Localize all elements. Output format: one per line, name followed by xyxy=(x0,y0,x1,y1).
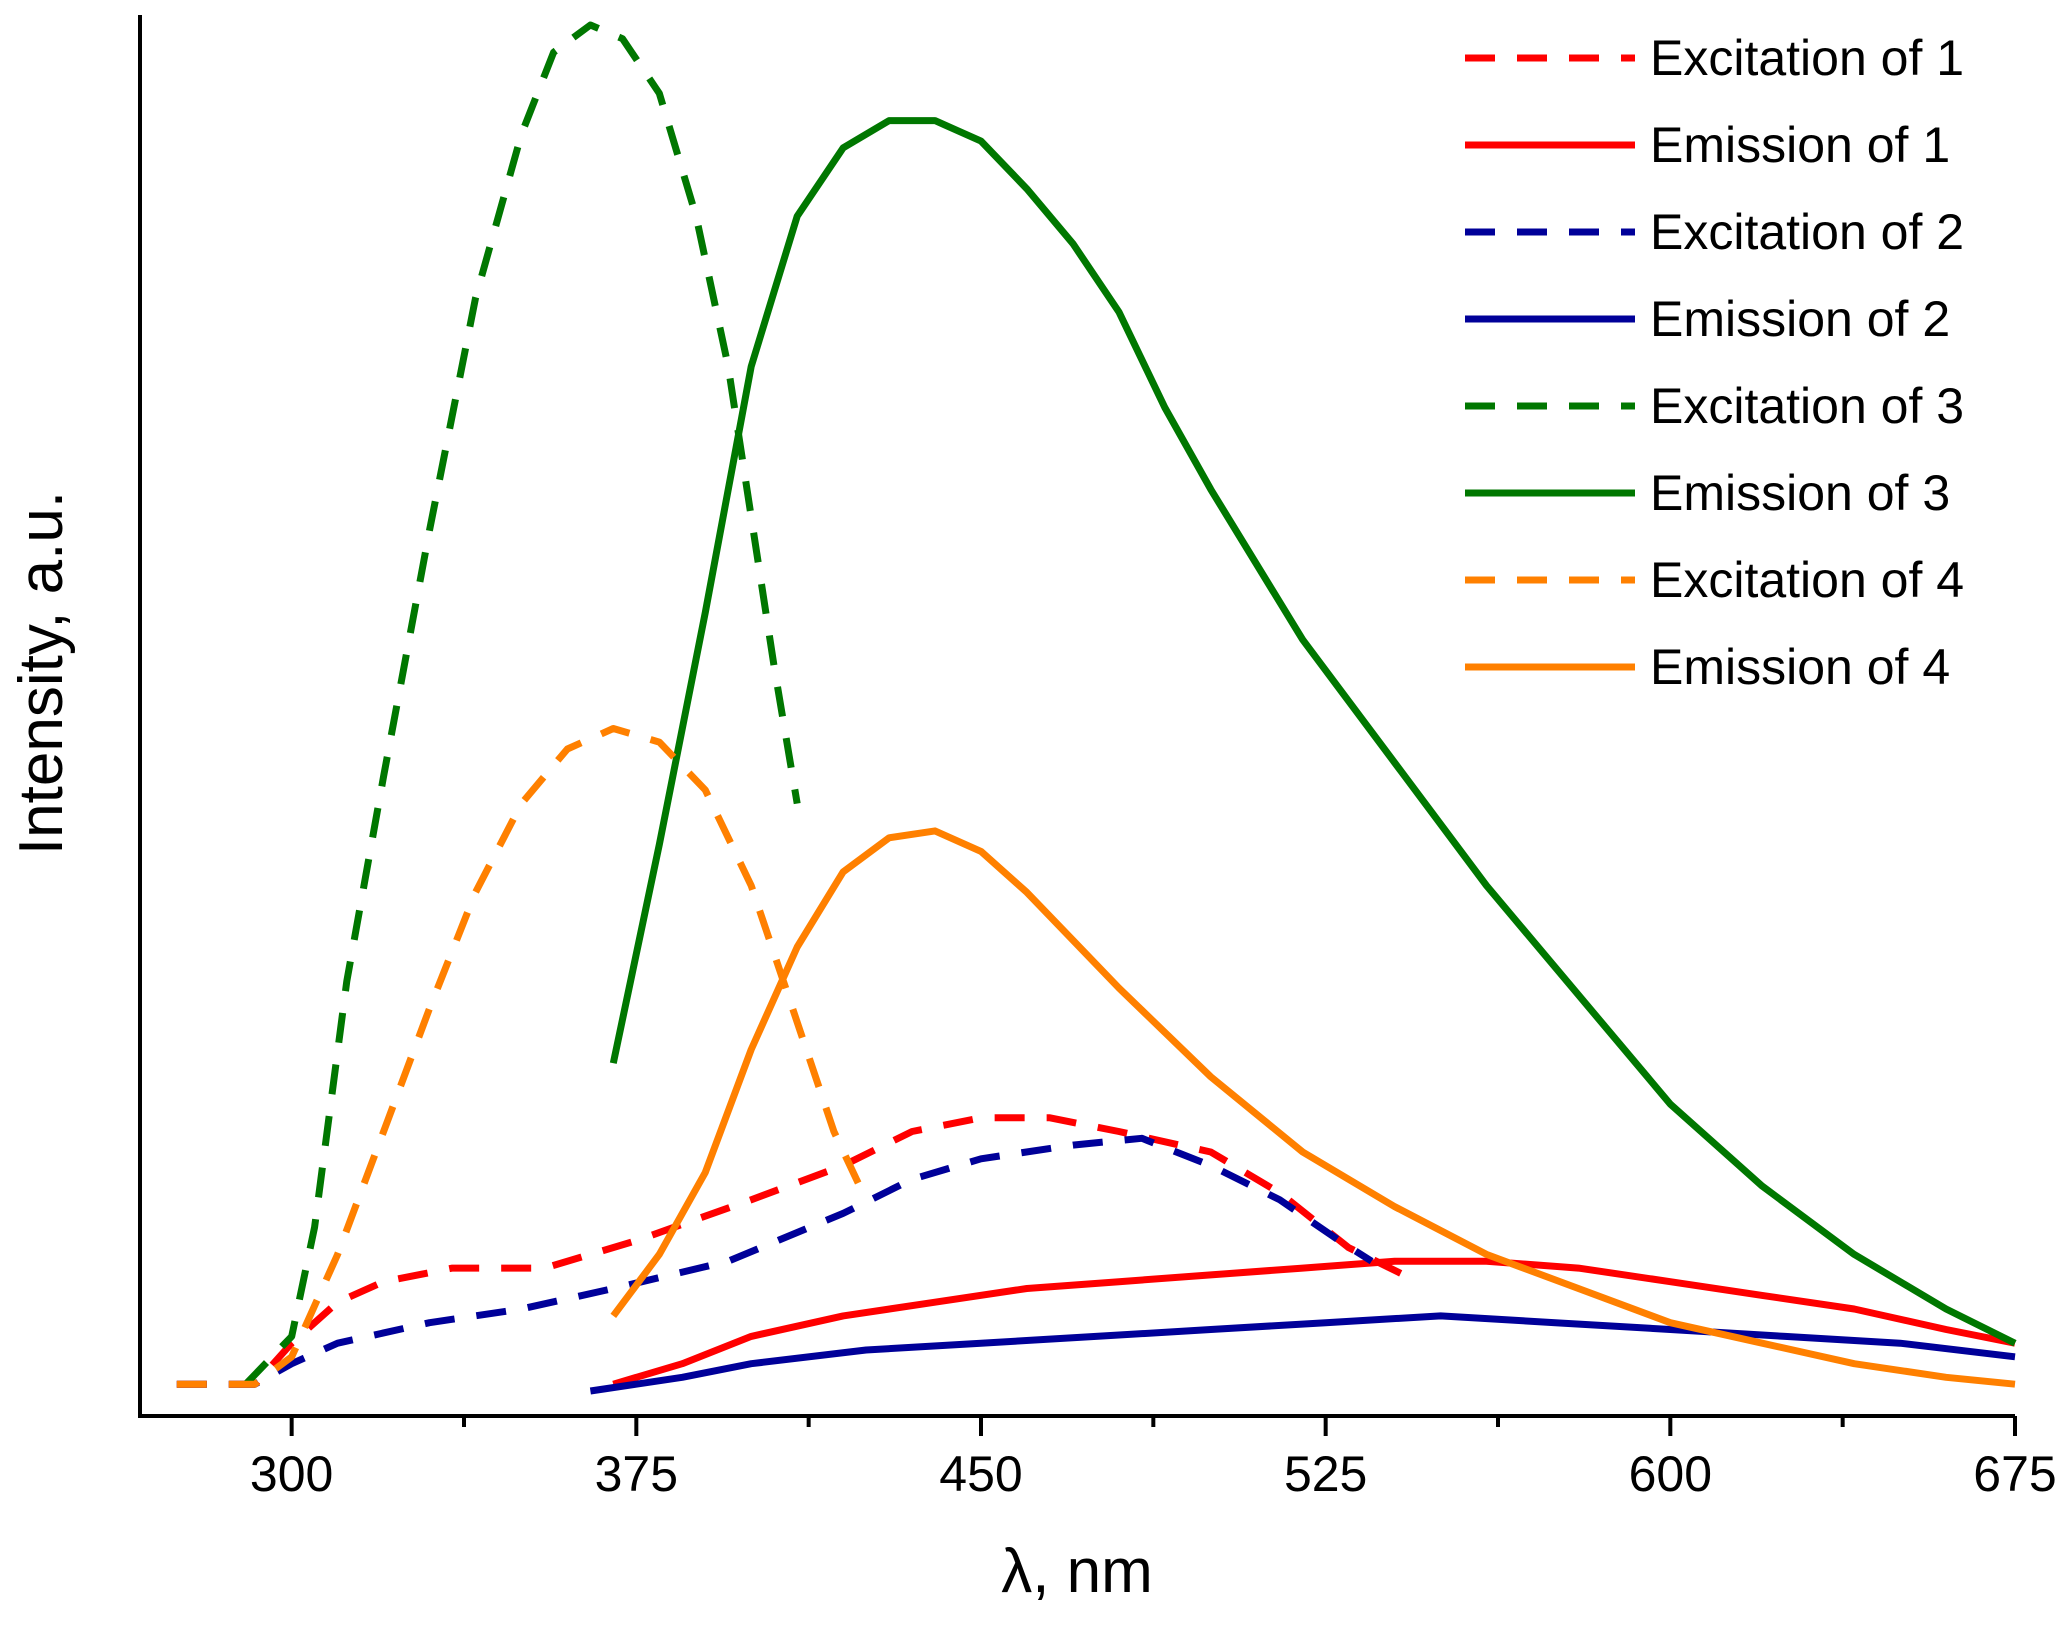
legend-label-emission-of-3: Emission of 3 xyxy=(1650,465,1950,521)
legend-label-excitation-of-1: Excitation of 1 xyxy=(1650,30,1964,86)
axes-group xyxy=(138,15,2015,1418)
x-tick-label-300: 300 xyxy=(250,1446,333,1502)
legend: Excitation of 1 Emission of 1 Excitation o… xyxy=(1465,30,1964,695)
y-axis-title: Intensity, a.u. xyxy=(7,491,76,855)
legend-label-emission-of-1: Emission of 1 xyxy=(1650,117,1950,173)
x-axis-title: λ, nm xyxy=(1001,1537,1153,1606)
x-ticks-group: 300 375 450 525 600 675 xyxy=(250,1416,2057,1502)
x-tick-label-450: 450 xyxy=(939,1446,1022,1502)
legend-label-excitation-of-2: Excitation of 2 xyxy=(1650,204,1964,260)
x-tick-label-600: 600 xyxy=(1629,1446,1712,1502)
series-line-excitation-of-4 xyxy=(176,725,870,1388)
series-line-emission-of-2 xyxy=(589,1312,2016,1395)
plot-series-group xyxy=(176,21,2017,1395)
series-line-emission-of-3 xyxy=(609,117,2017,1347)
x-tick-label-375: 375 xyxy=(595,1446,678,1502)
legend-label-excitation-of-4: Excitation of 4 xyxy=(1650,552,1964,608)
legend-label-emission-of-2: Emission of 2 xyxy=(1650,291,1950,347)
legend-label-excitation-of-3: Excitation of 3 xyxy=(1650,378,1964,434)
series-line-emission-of-4 xyxy=(610,827,2016,1388)
series-line-excitation-of-3 xyxy=(243,21,801,1387)
series-line-excitation-of-1 xyxy=(176,1114,1406,1388)
legend-label-emission-of-4: Emission of 4 xyxy=(1650,639,1950,695)
x-tick-label-525: 525 xyxy=(1284,1446,1367,1502)
x-tick-label-675: 675 xyxy=(1973,1446,2056,1502)
series-line-emission-of-1 xyxy=(612,1257,2016,1388)
series-line-excitation-of-2 xyxy=(176,1134,1374,1388)
